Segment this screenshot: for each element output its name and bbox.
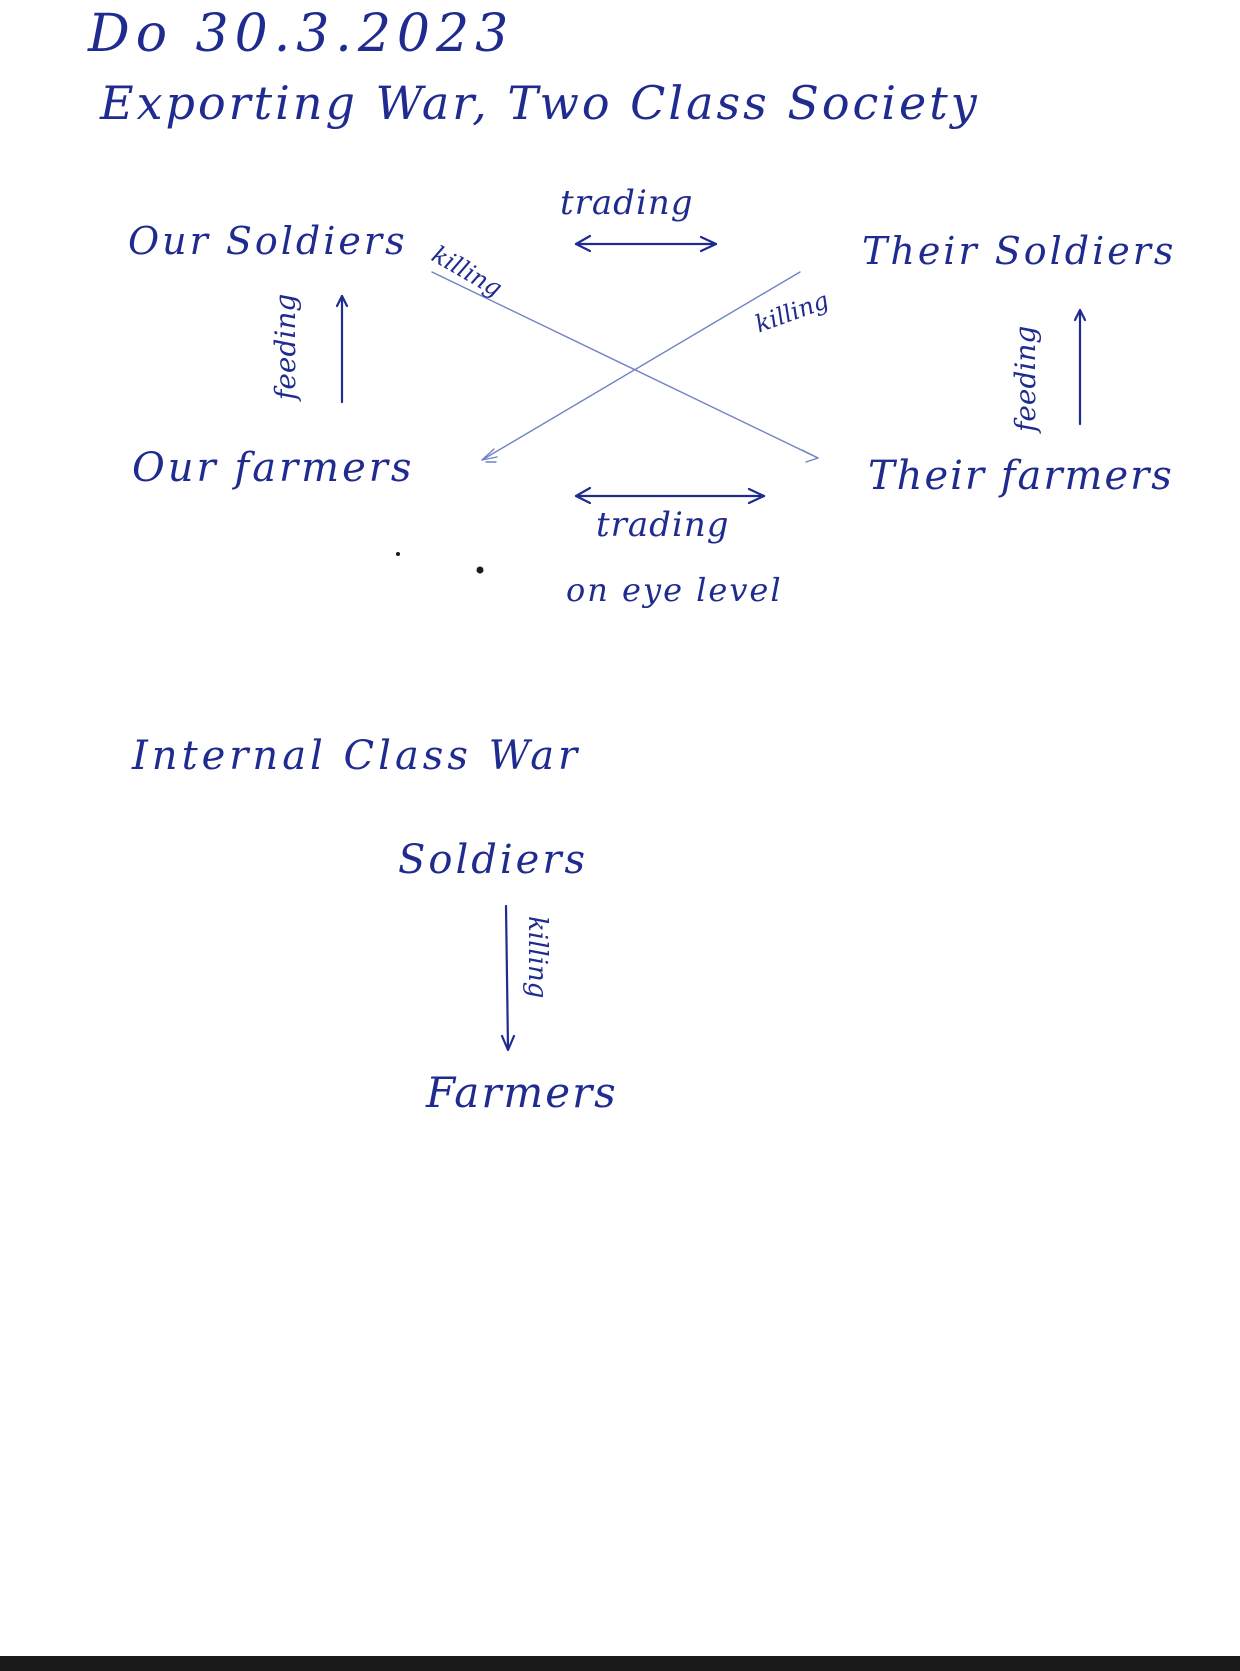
scan-bottom-edge xyxy=(0,1656,1240,1671)
label-killing-internal: killing xyxy=(522,916,552,999)
trading-farmers-arrow xyxy=(574,486,766,505)
ink-dot xyxy=(476,566,484,574)
label-our-farmers: Our farmers xyxy=(132,445,415,491)
feeding-ours-arrow xyxy=(335,294,349,404)
trading-soldiers-arrow xyxy=(574,234,718,253)
label-trading-soldiers: trading xyxy=(560,183,694,223)
killing-theirs-arrow xyxy=(481,271,801,461)
label-soldiers: Soldiers xyxy=(398,837,588,883)
killing-ours-arrow xyxy=(431,271,819,463)
killing-internal-arrow xyxy=(500,904,516,1052)
label-farmers: Farmers xyxy=(426,1068,618,1117)
feeding-theirs-arrow xyxy=(1073,308,1087,426)
ink-dot xyxy=(396,552,400,556)
label-our-soldiers: Our Soldiers xyxy=(128,219,408,263)
note-title: Exporting War, Two Class Society xyxy=(100,76,980,130)
label-feeding-ours: feeding xyxy=(269,293,302,400)
label-their-soldiers: Their Soldiers xyxy=(862,229,1177,273)
note-date: Do 30.3.2023 xyxy=(88,4,515,64)
label-trading-farmers: trading xyxy=(596,505,730,545)
label-feeding-theirs: feeding xyxy=(1009,325,1042,432)
label-trading-note: on eye level xyxy=(566,571,783,609)
label-internal-heading: Internal Class War xyxy=(132,733,582,779)
label-their-farmers: Their farmers xyxy=(868,453,1174,499)
